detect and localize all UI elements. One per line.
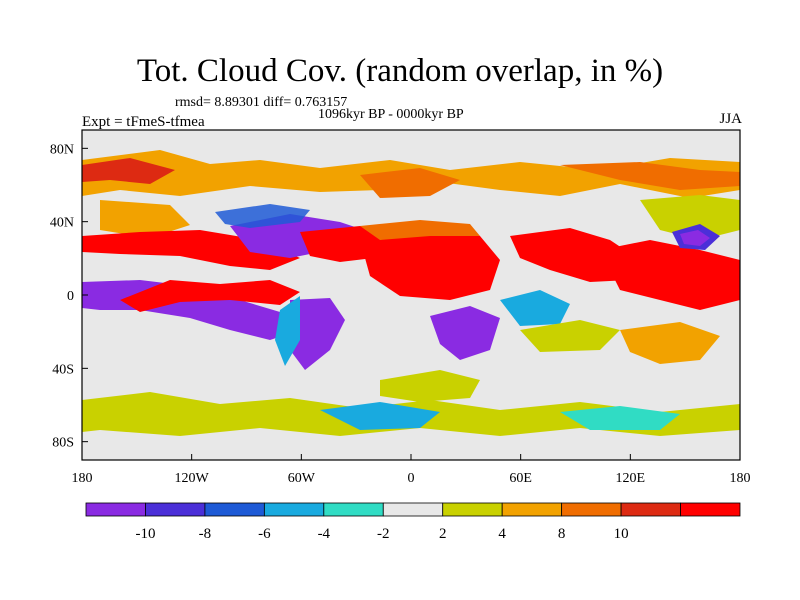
siberia-orange [560, 162, 740, 190]
x-tick-label: 180 [72, 471, 93, 486]
x-tick-label: 120E [616, 471, 646, 486]
colorbar-swatch [382, 502, 444, 517]
colorbar-label: -2 [377, 526, 390, 542]
south-africa-purple [430, 306, 500, 360]
colorbar-swatch [680, 502, 741, 517]
experiment-label: Expt = tFmeS-tfmea [82, 114, 205, 130]
australia-orange [620, 322, 720, 364]
india-red [510, 228, 640, 282]
colorbar-swatch [85, 502, 146, 517]
east-pacific-red [120, 280, 300, 312]
stats-label: rmsd= 8.89301 diff= 0.763157 [175, 95, 348, 110]
y-tick-label: 40N [50, 216, 74, 231]
x-tick-label: 120W [175, 471, 210, 486]
europe-orange [360, 168, 460, 198]
south-america-blue [275, 296, 300, 366]
colorbar-label: -10 [135, 526, 155, 542]
southern-ocean-cyan [560, 406, 680, 430]
y-tick-label: 0 [67, 289, 74, 304]
colorbar-swatch [263, 502, 325, 517]
x-axis: 180 120W 60W 0 60E 120E 180 [72, 454, 751, 486]
colorbar-swatch [204, 502, 265, 517]
colorbar-label: 10 [614, 526, 629, 542]
atlantic-blue-ring [215, 204, 310, 228]
y-tick-label: 40S [52, 362, 74, 377]
arctic-red-patch [82, 158, 175, 184]
colorbar-label: 4 [498, 526, 506, 542]
indian-ocean-yellow [520, 320, 620, 352]
colorbar-swatch [561, 502, 622, 517]
colorbar-swatch [620, 502, 681, 517]
sahara-orange [360, 220, 480, 240]
y-axis: 80N 40N 0 40S 80S [50, 142, 88, 451]
north-pacific-orange [100, 200, 190, 238]
colorbar-swatch [442, 502, 503, 517]
anomaly-field [82, 150, 740, 436]
colorbar-swatch [145, 502, 206, 517]
colorbar: -10 -8 -6 -4 -2 2 4 8 10 [85, 502, 741, 542]
period-label: 1096kyr BP - 0000kyr BP [318, 107, 464, 122]
southern-ocean-blue [320, 402, 440, 430]
x-tick-label: 60E [509, 471, 532, 486]
x-tick-label: 180 [730, 471, 751, 486]
colorbar-label: 2 [439, 526, 447, 542]
colorbar-swatch [323, 502, 384, 517]
south-america-purple [290, 298, 345, 370]
colorbar-label: -8 [199, 526, 212, 542]
colorbar-label: -6 [258, 526, 271, 542]
east-asia-red [600, 240, 740, 310]
colorbar-swatch [501, 502, 563, 517]
north-pacific-purple-inner [680, 230, 710, 246]
south-atlantic-yellow [380, 370, 480, 402]
x-tick-label: 0 [408, 471, 415, 486]
sahara-red [360, 228, 500, 300]
season-label: JJA [719, 111, 742, 127]
y-tick-label: 80N [50, 142, 74, 157]
colorbar-label: 8 [558, 526, 566, 542]
y-tick-label: 80S [52, 436, 74, 451]
colorbar-label: -4 [318, 526, 331, 542]
north-pacific-yellow [640, 195, 740, 240]
chart-title: Tot. Cloud Cov. (random overlap, in %) [136, 53, 664, 89]
indian-ocean-blue [500, 290, 570, 326]
x-tick-label: 60W [288, 471, 316, 486]
